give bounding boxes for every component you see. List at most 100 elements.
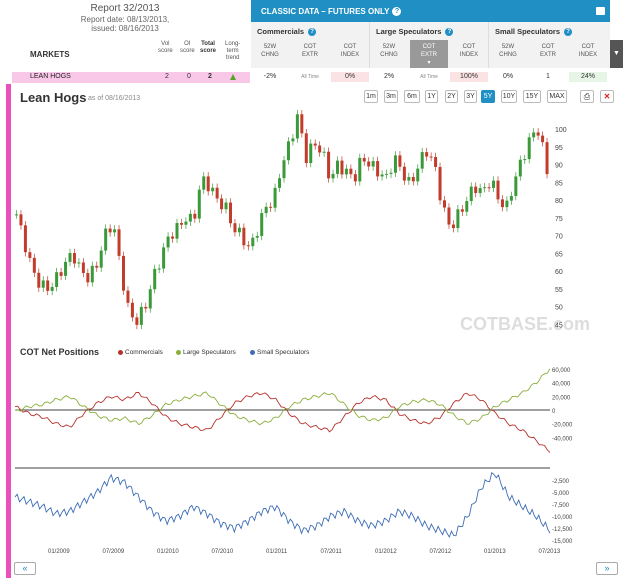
markets-header: MARKETS Vol score OI score Total score Long… bbox=[0, 38, 250, 68]
candle bbox=[518, 159, 522, 177]
legend-large-specs[interactable]: Large Speculators bbox=[176, 349, 236, 356]
scroll-down-button[interactable]: ▼ bbox=[610, 40, 623, 68]
candle bbox=[407, 177, 411, 181]
prev-button[interactable]: « bbox=[14, 562, 36, 575]
candle bbox=[465, 201, 469, 212]
candle bbox=[362, 157, 366, 162]
price-y-tick: 70 bbox=[555, 234, 563, 241]
candle bbox=[300, 114, 304, 134]
range-button-3m[interactable]: 3m bbox=[384, 90, 398, 103]
next-button[interactable]: » bbox=[596, 562, 618, 575]
candle bbox=[451, 224, 455, 229]
large-extr-header[interactable]: COT EXTR ▾ bbox=[410, 40, 448, 68]
x-tick-label: 01/2009 bbox=[48, 549, 70, 555]
candle bbox=[295, 114, 299, 139]
help-icon[interactable]: ? bbox=[392, 7, 402, 17]
group-small-specs: Small Speculators? 52W CHNG COT EXTR COT IN… bbox=[489, 22, 610, 68]
print-chart-icon[interactable]: ⎙ bbox=[580, 90, 594, 103]
candle bbox=[193, 213, 197, 219]
legend-commercials[interactable]: Commercials bbox=[118, 349, 163, 356]
price-y-tick: 95 bbox=[555, 145, 563, 152]
candle bbox=[59, 272, 63, 276]
comm-52w-header[interactable]: 52W CHNG bbox=[261, 44, 279, 58]
range-button-max[interactable]: MAX bbox=[547, 90, 567, 103]
small-y-tick: -5,000 bbox=[552, 491, 570, 497]
comm-extr: All Time bbox=[301, 74, 319, 80]
candle bbox=[206, 176, 210, 192]
candle bbox=[166, 236, 170, 248]
comm-index-header[interactable]: COT INDEX bbox=[340, 44, 360, 58]
candle bbox=[483, 187, 487, 189]
candle bbox=[90, 265, 94, 283]
candle bbox=[246, 245, 250, 247]
candle bbox=[353, 174, 357, 182]
watermark: COTBASE.com bbox=[460, 314, 590, 334]
candle bbox=[313, 143, 317, 146]
help-icon[interactable]: ? bbox=[445, 28, 454, 37]
candle bbox=[255, 235, 259, 238]
large-52w-header[interactable]: 52W CHNG bbox=[380, 44, 398, 58]
range-button-10y[interactable]: 10Y bbox=[501, 90, 517, 103]
candle bbox=[536, 132, 540, 136]
price-y-tick: 100 bbox=[555, 127, 567, 134]
candle bbox=[469, 186, 473, 202]
cot-y-tick: 40,000 bbox=[552, 382, 571, 388]
candle bbox=[545, 142, 549, 175]
range-button-5y[interactable]: 5Y bbox=[481, 90, 495, 103]
price-y-tick: 45 bbox=[555, 322, 563, 329]
range-button-15y[interactable]: 15Y bbox=[523, 90, 541, 103]
candle bbox=[336, 160, 339, 174]
close-icon[interactable]: ✕ bbox=[600, 90, 614, 103]
oi-score-header[interactable]: OI score bbox=[180, 41, 195, 54]
candle bbox=[376, 161, 380, 177]
market-row-lean-hogs[interactable]: LEAN HOGS 2 0 2 -2% All Time 0% 2% All T… bbox=[0, 72, 625, 83]
chart-date: as of 08/16/2013 bbox=[88, 95, 141, 102]
market-name[interactable]: LEAN HOGS bbox=[30, 73, 71, 80]
legend-dot-icon bbox=[250, 349, 255, 355]
total-score-header[interactable]: Total score bbox=[200, 41, 217, 54]
range-button-1m[interactable]: 1m bbox=[364, 90, 378, 103]
range-button-1y[interactable]: 1Y bbox=[425, 90, 438, 103]
candle bbox=[309, 143, 313, 164]
vol-score-header[interactable]: Vol score bbox=[158, 41, 173, 54]
x-tick-label: 01/2010 bbox=[157, 549, 179, 555]
trend-header[interactable]: Long-term trend bbox=[225, 41, 241, 61]
candle bbox=[273, 187, 277, 208]
small-52w-header[interactable]: 52W CHNG bbox=[499, 44, 517, 58]
chart-title: Lean Hogs bbox=[20, 90, 87, 105]
price-y-tick: 80 bbox=[555, 198, 563, 205]
help-icon[interactable]: ? bbox=[564, 28, 573, 37]
candle bbox=[505, 200, 509, 208]
candle bbox=[122, 255, 125, 291]
large-index-header[interactable]: COT INDEX bbox=[459, 44, 479, 58]
candle bbox=[318, 145, 322, 153]
small-y-tick: -15,000 bbox=[552, 539, 573, 545]
candle bbox=[344, 168, 348, 175]
small-index-header[interactable]: COT INDEX bbox=[578, 44, 598, 58]
candle bbox=[162, 247, 166, 269]
small-extr-header[interactable]: COT EXTR bbox=[539, 44, 556, 58]
range-button-2y[interactable]: 2Y bbox=[445, 90, 458, 103]
help-icon[interactable]: ? bbox=[308, 28, 317, 37]
candle bbox=[99, 250, 103, 268]
candle bbox=[474, 186, 478, 193]
comm-extr-header[interactable]: COT EXTR bbox=[301, 44, 318, 58]
market-color-bar bbox=[6, 84, 11, 578]
cot-line-large-speculators bbox=[14, 368, 551, 426]
candle bbox=[126, 290, 130, 303]
report-info: Report 32/2013 Report date: 08/13/2013, … bbox=[0, 0, 250, 44]
print-icon[interactable] bbox=[596, 7, 605, 15]
price-y-tick: 65 bbox=[555, 251, 563, 258]
cot-y-tick: 60,000 bbox=[552, 368, 571, 374]
candle bbox=[389, 172, 393, 174]
candle bbox=[282, 160, 286, 179]
x-tick-label: 07/2013 bbox=[539, 549, 561, 555]
price-y-tick: 75 bbox=[555, 216, 563, 223]
comm-chng: -2% bbox=[263, 73, 277, 80]
legend-small-specs[interactable]: Small Speculators bbox=[250, 349, 309, 356]
markets-label: MARKETS bbox=[30, 50, 70, 59]
range-button-6m[interactable]: 6m bbox=[404, 90, 420, 103]
candle bbox=[188, 213, 192, 222]
range-button-3y[interactable]: 3Y bbox=[464, 90, 477, 103]
